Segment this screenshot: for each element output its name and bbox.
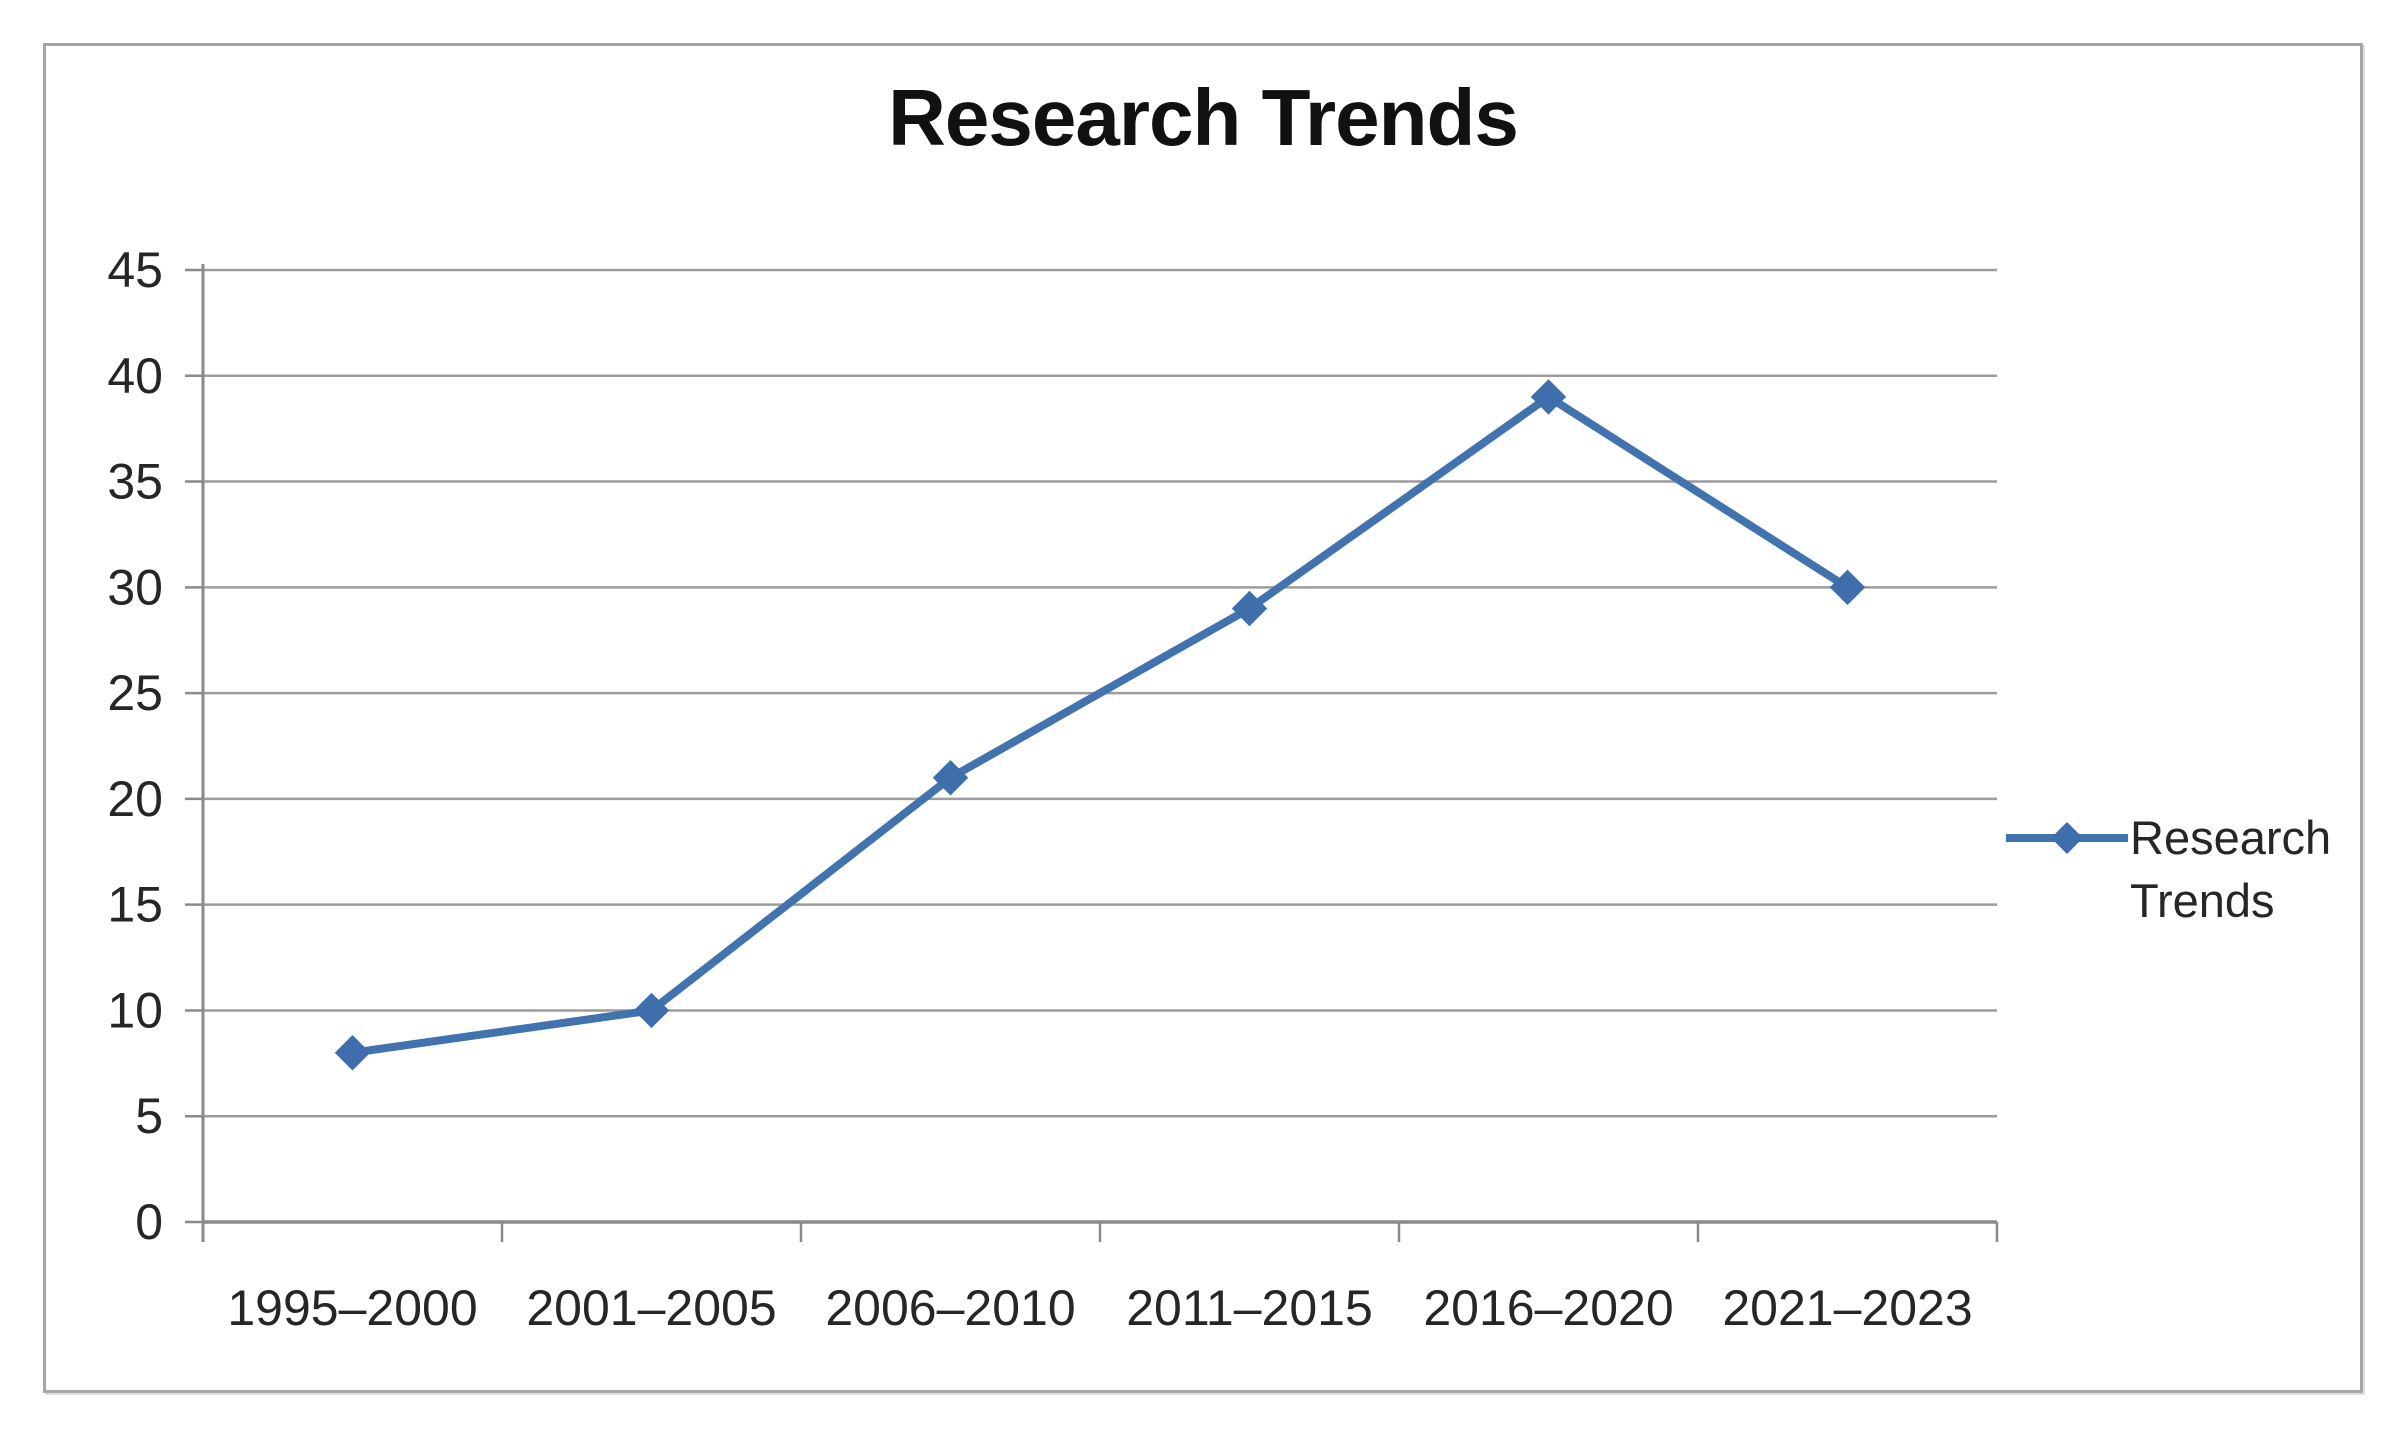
chart-frame (43, 43, 2363, 1393)
legend: Research Trends (2004, 806, 2331, 932)
data-point-marker (1829, 569, 1866, 606)
y-axis-tick-label: 25 (107, 665, 163, 721)
chart-title: Research Trends (888, 73, 1519, 162)
data-point-marker (633, 992, 670, 1029)
y-axis-tick-label: 45 (107, 242, 163, 298)
data-point-marker (1530, 379, 1567, 415)
data-point-marker (1231, 590, 1268, 627)
y-axis-tick-label: 5 (135, 1088, 163, 1144)
legend-label: Research Trends (2130, 806, 2331, 932)
y-axis-tick-label: 20 (107, 771, 163, 827)
y-axis-tick-label: 0 (135, 1194, 163, 1250)
x-axis-tick-label: 2006–2010 (825, 1280, 1075, 1336)
y-axis-tick-label: 15 (107, 877, 163, 933)
y-axis-tick-label: 30 (107, 559, 163, 615)
x-axis-tick-label: 2021–2023 (1722, 1280, 1972, 1336)
data-point-marker (334, 1035, 371, 1071)
y-axis-tick-label: 35 (107, 454, 163, 510)
x-axis-tick-label: 2001–2005 (526, 1280, 776, 1336)
series-line (348, 392, 1852, 1057)
x-axis-tick-label: 1995–2000 (227, 1280, 477, 1336)
legend-label-line2: Trends (2130, 874, 2275, 927)
x-axis-tick-label: 2011–2015 (1126, 1280, 1373, 1336)
legend-series-marker-icon (2006, 822, 2128, 854)
y-axis-tick-label: 10 (107, 982, 163, 1038)
x-axis-tick-label: 2016–2020 (1423, 1280, 1673, 1336)
legend-label-line1: Research (2130, 811, 2332, 864)
data-point-marker (932, 760, 969, 796)
y-axis-tick-label: 40 (107, 348, 163, 404)
